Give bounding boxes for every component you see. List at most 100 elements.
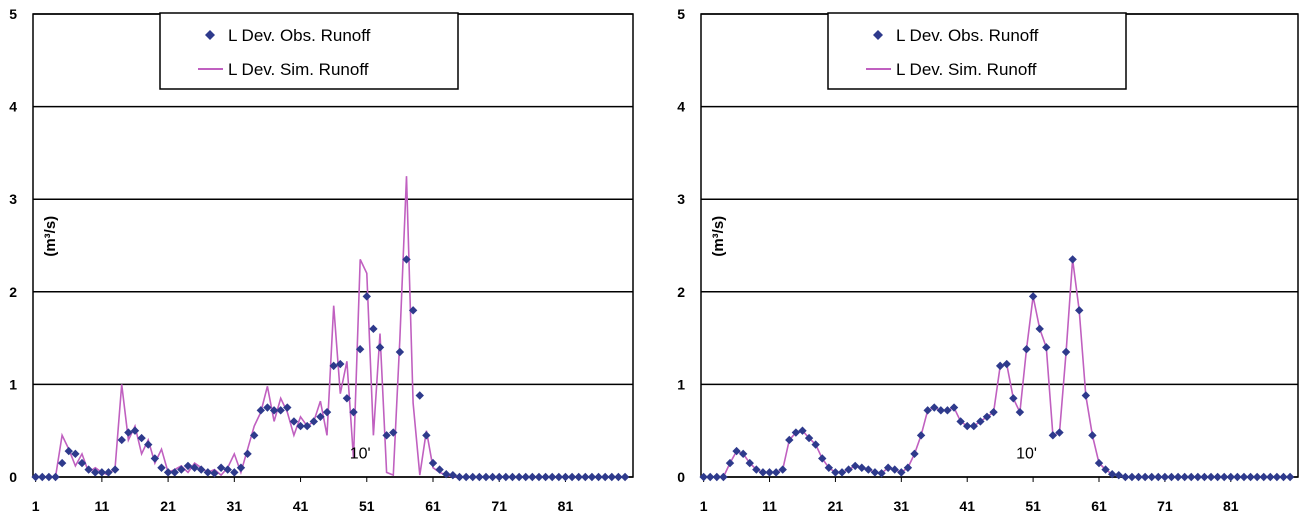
obs-runoff-point	[448, 470, 458, 480]
y-tick-label: 5	[9, 6, 17, 22]
obs-runoff-point	[1226, 472, 1235, 482]
y-tick-label: 4	[677, 99, 685, 115]
x-tick-label: 11	[762, 498, 777, 514]
obs-runoff-point	[1068, 255, 1077, 264]
obs-runoff-point	[976, 417, 985, 426]
obs-runoff-point	[57, 458, 67, 468]
obs-runoff-point	[243, 449, 252, 459]
chart-panel-left: 0 1 2 3 4 5 1 11 21 31 41 51 61 71 81 (m³/s) 10' L Dev. O…	[9, 6, 634, 514]
obs-runoff-point	[600, 472, 610, 482]
obs-runoff-point	[943, 406, 952, 415]
obs-runoff-point	[31, 472, 40, 482]
obs-runoff-point	[1187, 472, 1196, 482]
obs-runoff-point	[508, 472, 517, 482]
x-tick-label: 81	[1223, 498, 1239, 514]
x-tick-label: 51	[1025, 498, 1041, 514]
obs-runoff-point	[395, 347, 405, 357]
obs-runoff-point	[137, 433, 146, 443]
obs-runoff-point	[567, 472, 577, 482]
obs-runoff-point	[1094, 458, 1104, 468]
obs-runoff-point	[481, 472, 491, 482]
y-tick-label: 0	[9, 469, 17, 485]
obs-runoff-point	[71, 449, 80, 459]
obs-runoff-point	[283, 403, 292, 412]
x-tick-label: 1	[700, 498, 708, 514]
obs-runoff-point	[64, 446, 73, 456]
obs-runoff-point	[51, 472, 60, 482]
obs-runoff-point	[495, 472, 504, 482]
obs-runoff-point	[1075, 306, 1084, 315]
obs-runoff-point	[97, 468, 107, 477]
obs-runoff-point	[329, 361, 338, 371]
obs-runoff-point	[930, 403, 939, 412]
x-tick-label: 71	[1157, 498, 1173, 514]
obs-runoff-point	[130, 426, 140, 435]
y-tick-label: 2	[677, 284, 685, 300]
obs-runoff-point	[1173, 472, 1183, 482]
obs-runoff-point	[38, 472, 47, 482]
obs-runoff-point	[230, 468, 239, 477]
obs-runoff-point	[587, 472, 597, 482]
obs-runoff-point	[1042, 343, 1051, 352]
obs-runoff-point	[594, 472, 603, 482]
obs-runoff-point	[778, 465, 787, 474]
y-tick-label: 5	[677, 6, 685, 22]
x-tick-label: 11	[94, 498, 109, 514]
sim-runoff-line	[35, 176, 626, 478]
x-tick-label: 61	[425, 498, 441, 514]
obs-runoff-point	[296, 421, 305, 431]
obs-runoff-point	[355, 345, 365, 354]
obs-runoff-point	[712, 472, 722, 482]
obs-runoff-point	[963, 421, 972, 431]
obs-runoff-point	[949, 403, 959, 412]
obs-runoff-point	[1081, 391, 1091, 400]
obs-runoff-point	[163, 468, 173, 477]
obs-runoff-point	[719, 472, 728, 482]
obs-runoff-point	[382, 431, 391, 440]
obs-runoff-point	[897, 468, 906, 477]
x-tick-label: 51	[359, 498, 375, 514]
x-tick-label: 41	[959, 498, 975, 514]
obs-runoff-point	[475, 472, 484, 482]
obs-runoff-point	[982, 412, 992, 422]
y-tick-label: 3	[9, 191, 17, 207]
obs-runoff-point	[269, 406, 279, 415]
chart-panel-right: 0 1 2 3 4 5 1 11 21 31 41 51 61 71 81 (m³/s) 10' L Dev. O…	[668, 0, 1300, 518]
obs-runoff-point	[488, 472, 497, 482]
y-tick-label: 1	[677, 376, 685, 392]
y-axis-label: (m³/s)	[42, 216, 59, 257]
obs-runoff-point	[561, 472, 570, 482]
obs-runoff-point	[1206, 472, 1216, 482]
obs-runoff-point	[1028, 292, 1038, 301]
x-tick-label: 41	[293, 498, 309, 514]
obs-runoff-point	[857, 463, 866, 472]
x-tick-label: 31	[894, 498, 910, 514]
obs-runoff-point	[1015, 407, 1025, 417]
obs-runoff-point	[1147, 472, 1156, 482]
obs-runoff-point	[316, 412, 325, 422]
obs-runoff-point	[375, 343, 385, 352]
obs-runoff-point	[1233, 472, 1242, 482]
legend-sim-label: L Dev. Sim. Runoff	[228, 60, 369, 79]
obs-runoff-point	[581, 472, 590, 482]
legend-obs-marker	[205, 30, 215, 40]
obs-runoff-point	[84, 465, 93, 474]
x-tick-label: 81	[558, 498, 574, 514]
obs-runoff-point	[150, 454, 160, 463]
obs-runoff-point	[1193, 472, 1203, 482]
legend-obs-label: L Dev. Obs. Runoff	[228, 26, 371, 45]
obs-runoff-point	[995, 361, 1005, 371]
obs-runoff-point	[1107, 470, 1117, 479]
obs-runoff-point	[309, 417, 318, 426]
legend-box	[827, 12, 1127, 90]
obs-runoff-point	[514, 472, 524, 482]
obs-runoff-point	[1009, 394, 1018, 403]
obs-runoff-point	[1246, 472, 1255, 482]
obs-runoff-point	[428, 458, 438, 468]
obs-runoff-point	[91, 468, 100, 477]
obs-runoff-point	[501, 472, 511, 482]
obs-runoff-point	[1252, 472, 1262, 482]
obs-runoff-point	[1200, 472, 1209, 482]
x-tick-label: 61	[1091, 498, 1107, 514]
x-tick-label: 21	[828, 498, 844, 514]
